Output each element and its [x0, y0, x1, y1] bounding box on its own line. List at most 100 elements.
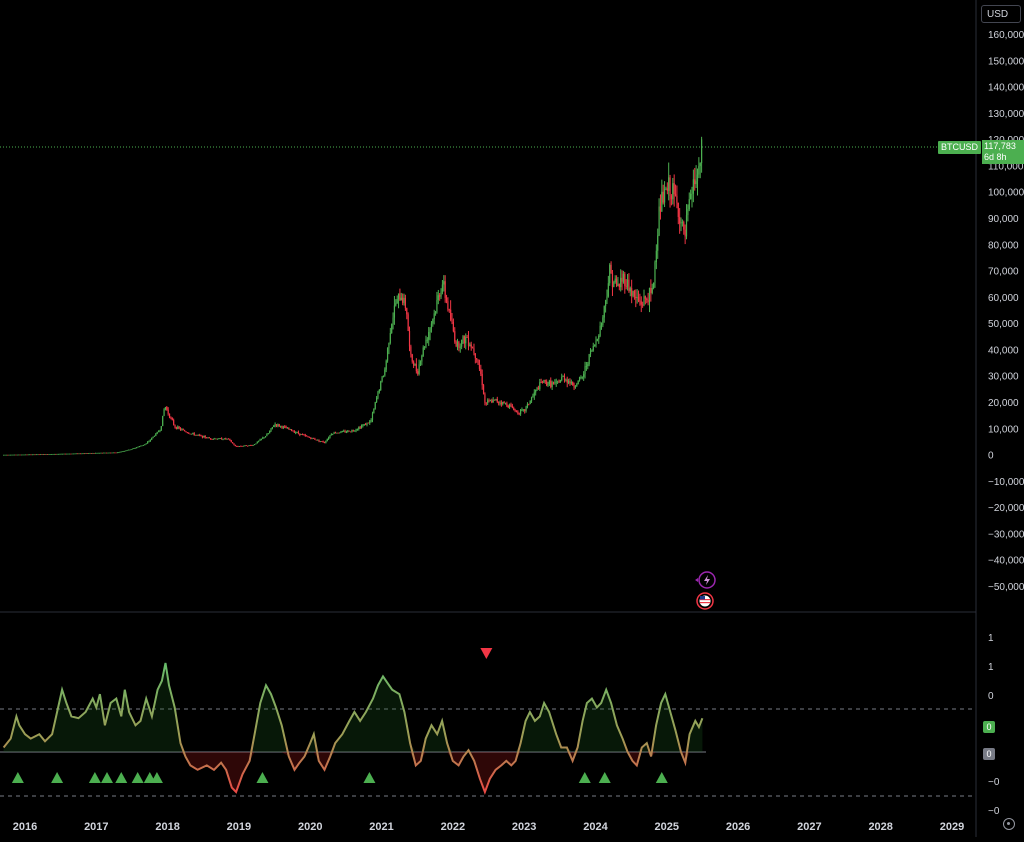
- candle-body: [92, 453, 94, 454]
- candle-body: [653, 282, 655, 289]
- year-tick-label: 2029: [940, 821, 964, 833]
- candle-body: [498, 401, 500, 403]
- candle-body: [12, 454, 14, 456]
- candle-body: [481, 373, 483, 386]
- candle-body: [248, 445, 250, 446]
- candle-body: [249, 445, 252, 446]
- candle-body: [555, 381, 557, 383]
- candle-body: [550, 380, 552, 387]
- candle-body: [657, 235, 659, 251]
- candle-body: [200, 435, 202, 437]
- price-tick-label: 50,000: [988, 319, 1019, 330]
- candle-body: [382, 375, 385, 378]
- candle-body: [658, 206, 660, 236]
- candle-body: [537, 387, 540, 390]
- candle-body: [573, 385, 575, 388]
- candle-body: [432, 319, 434, 324]
- candle-body: [207, 437, 209, 439]
- candle-body: [403, 297, 405, 303]
- candle-body: [562, 376, 564, 377]
- price-tick-label: −50,000: [988, 582, 1024, 593]
- candle-body: [18, 454, 20, 456]
- candle-body: [196, 434, 198, 436]
- settings-icon[interactable]: [1003, 818, 1015, 830]
- candle-body: [175, 427, 177, 429]
- candle-body: [557, 381, 559, 383]
- currency-button[interactable]: USD: [981, 5, 1021, 23]
- osc-lower-tag: 0: [983, 748, 995, 760]
- candle-body: [326, 438, 328, 442]
- candle-body: [223, 438, 225, 440]
- candle-body: [138, 446, 140, 447]
- candle-body: [208, 437, 210, 439]
- candle-body: [676, 195, 678, 203]
- candle-body: [304, 434, 306, 436]
- flash-icon[interactable]: [695, 571, 716, 589]
- candle-body: [558, 381, 560, 383]
- candle-body: [286, 427, 289, 429]
- candle-body: [301, 434, 304, 435]
- candle-body: [72, 453, 75, 455]
- candle-body: [75, 453, 77, 455]
- candle-body: [137, 446, 139, 448]
- candle-body: [672, 183, 674, 200]
- candle-body: [617, 283, 619, 286]
- candle-body: [120, 451, 123, 453]
- candle-body: [644, 296, 646, 299]
- candle-body: [83, 453, 86, 455]
- candle-body: [194, 434, 197, 436]
- candle-body: [118, 452, 120, 454]
- candle-body: [251, 445, 253, 446]
- buy-signal-marker: [88, 772, 101, 783]
- candle-body: [577, 380, 579, 385]
- candle-body: [193, 433, 195, 436]
- candle-body: [443, 281, 445, 285]
- candle-body: [521, 409, 523, 411]
- candle-body: [81, 453, 83, 455]
- candle-body: [552, 382, 555, 384]
- candle-body: [317, 439, 319, 441]
- candle-body: [101, 452, 103, 454]
- candle-body: [418, 364, 420, 374]
- candle-body: [673, 183, 675, 195]
- candle-body: [24, 454, 27, 456]
- price-tick-label: 140,000: [988, 83, 1024, 94]
- candle-body: [518, 413, 520, 415]
- us-flag-icon[interactable]: [696, 592, 714, 610]
- candle-body: [285, 426, 287, 429]
- candle-body: [93, 453, 95, 454]
- candle-body: [570, 381, 572, 384]
- candle-body: [574, 386, 577, 388]
- candle-body: [332, 433, 334, 435]
- candle-body: [26, 454, 28, 456]
- price-tick-label: 160,000: [988, 30, 1024, 41]
- candle-body: [359, 427, 361, 429]
- candle-body: [159, 430, 161, 432]
- candle-body: [27, 454, 29, 456]
- last-price-label: 117,783 6d 8h: [982, 140, 1024, 164]
- candle-body: [397, 293, 400, 300]
- candle-body: [233, 443, 235, 446]
- candle-body: [160, 426, 162, 431]
- candle-body: [186, 432, 188, 434]
- candle-body: [259, 439, 261, 441]
- candle-body: [661, 191, 663, 212]
- candle-body: [13, 454, 16, 456]
- osc-tick-label: 0: [988, 691, 994, 702]
- candle-body: [611, 273, 614, 288]
- candle-body: [315, 439, 317, 441]
- candle-body: [595, 340, 597, 345]
- candle-body: [637, 297, 640, 301]
- candle-body: [184, 430, 186, 432]
- candle-body: [407, 314, 409, 331]
- candle-body: [502, 402, 504, 405]
- candle-body: [519, 409, 522, 414]
- candle-body: [345, 431, 348, 433]
- candle-body: [218, 438, 220, 440]
- candle-body: [148, 441, 150, 442]
- candle-body: [126, 450, 128, 452]
- candle-body: [22, 454, 24, 456]
- price-tick-label: 30,000: [988, 372, 1019, 383]
